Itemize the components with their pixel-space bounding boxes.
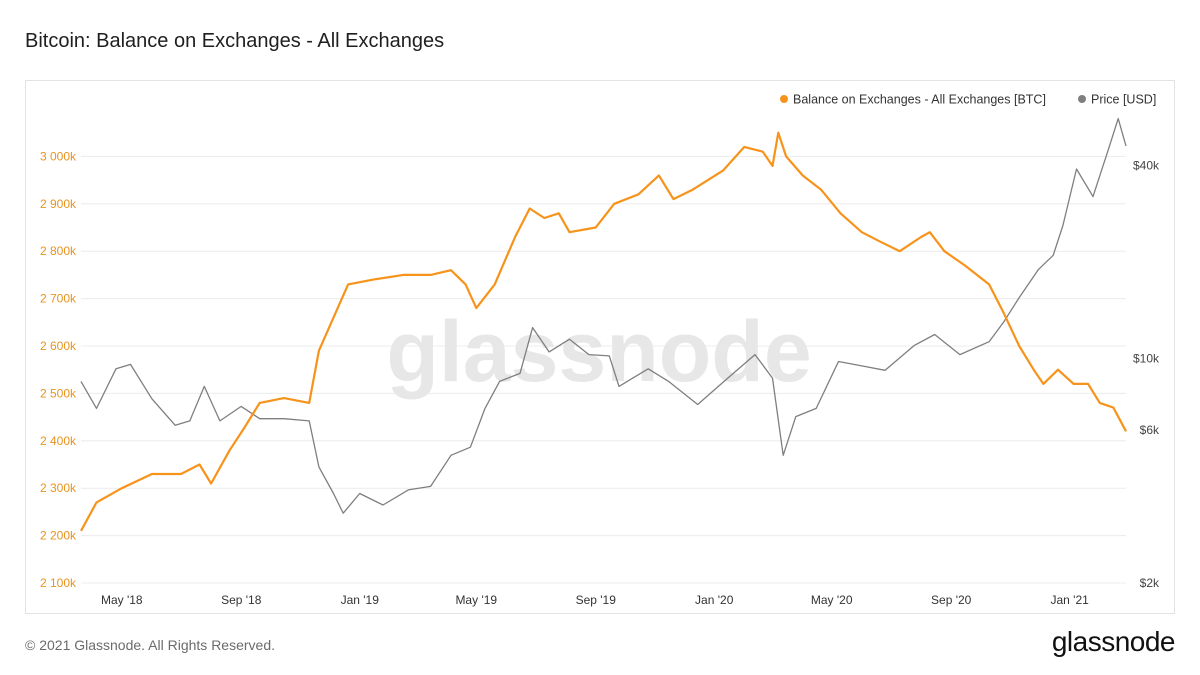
left-axis-tick-label: 2 700k (40, 292, 77, 306)
left-axis-tick-label: 2 600k (40, 339, 77, 353)
left-axis-tick-label: 2 100k (40, 576, 77, 590)
left-axis: 2 100k 2 200k 2 300k 2 400k 2 500k 2 600k 2 70… (40, 149, 77, 590)
right-axis-tick-label: $40k (1133, 159, 1160, 173)
x-axis-tick-label: Jan '21 (1051, 593, 1090, 607)
glassnode-logo[interactable]: glassnode (1051, 626, 1176, 657)
x-axis-tick-label: May '18 (101, 593, 143, 607)
legend-balance-marker (780, 95, 788, 103)
legend-price-marker (1078, 95, 1086, 103)
page-title: Bitcoin: Balance on Exchanges - All Exch… (25, 30, 445, 52)
x-axis-tick-label: Jan '19 (341, 593, 380, 607)
price-series-line[interactable] (80, 117, 1127, 514)
left-axis-tick-label: 2 500k (40, 386, 77, 400)
x-axis-tick-label: May '19 (455, 593, 497, 607)
legend-price-label[interactable]: Price [USD] (1091, 93, 1156, 107)
x-axis-tick-label: May '20 (811, 593, 853, 607)
x-axis-tick-label: Jan '20 (695, 593, 734, 607)
right-axis-tick-label: $6k (1140, 423, 1160, 437)
footer-copyright: © 2021 Glassnode. All Rights Reserved. (25, 637, 276, 653)
left-axis-tick-label: 2 200k (40, 529, 77, 543)
right-axis-tick-label: $2k (1140, 576, 1160, 590)
series-layer (80, 117, 1127, 532)
left-axis-tick-label: 2 400k (40, 434, 77, 448)
x-axis: May '18 Sep '18 Jan '19 May '19 Sep '19 Jan '… (101, 593, 1089, 607)
left-axis-tick-label: 2 800k (40, 244, 77, 258)
x-axis-tick-label: Sep '19 (576, 593, 617, 607)
watermark: glassnode (386, 304, 811, 400)
x-axis-tick-label: Sep '20 (931, 593, 972, 607)
balance-series-line[interactable] (80, 131, 1127, 532)
chart-panel: glassnode 2 100k 2 200k 2 300k 2 400k 2 500k… (25, 80, 1175, 614)
grid-lines (81, 155, 1126, 584)
chart-svg[interactable]: glassnode 2 100k 2 200k 2 300k 2 400k 2 500k… (26, 81, 1174, 613)
left-axis-tick-label: 2 900k (40, 197, 77, 211)
x-axis-tick-label: Sep '18 (221, 593, 262, 607)
left-axis-tick-label: 2 300k (40, 481, 77, 495)
legend-balance-label[interactable]: Balance on Exchanges - All Exchanges [BT… (793, 93, 1046, 107)
left-axis-tick-label: 3 000k (40, 149, 77, 163)
right-axis: $2k $6k $10k $40k (1133, 159, 1160, 590)
right-axis-tick-label: $10k (1133, 352, 1160, 366)
legend[interactable]: Balance on Exchanges - All Exchanges [BT… (780, 93, 1156, 107)
